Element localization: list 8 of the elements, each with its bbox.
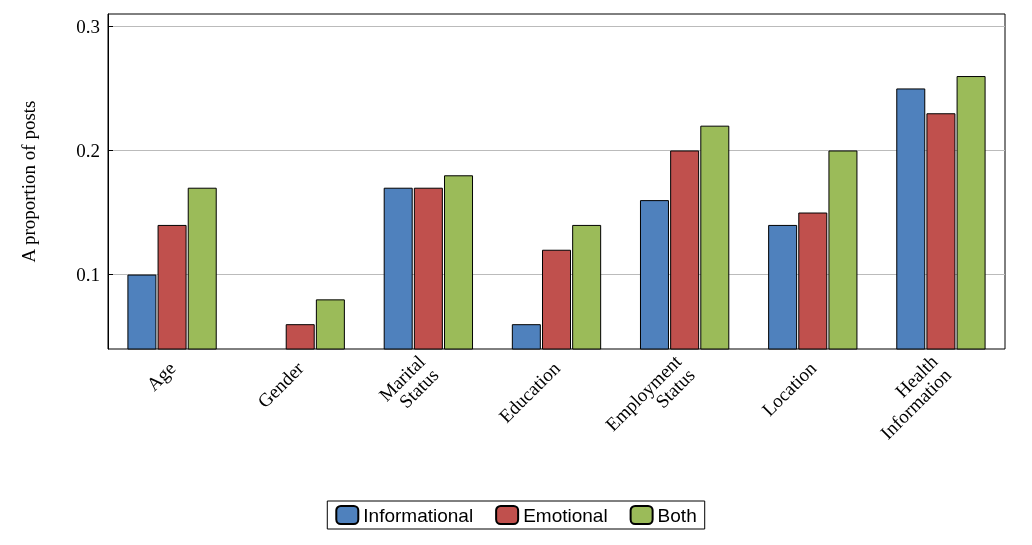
y-axis-title: A proportion of posts [18, 100, 39, 263]
y-tick-label: 0.3 [76, 15, 100, 37]
y-tick-label: 0.2 [76, 139, 100, 161]
legend-label: Both [657, 504, 697, 526]
legend-label: Informational [363, 504, 474, 526]
legend-label: Emotional [523, 504, 608, 526]
y-tick-label: 0.1 [76, 264, 100, 286]
x-tick-label: Age [142, 357, 180, 395]
